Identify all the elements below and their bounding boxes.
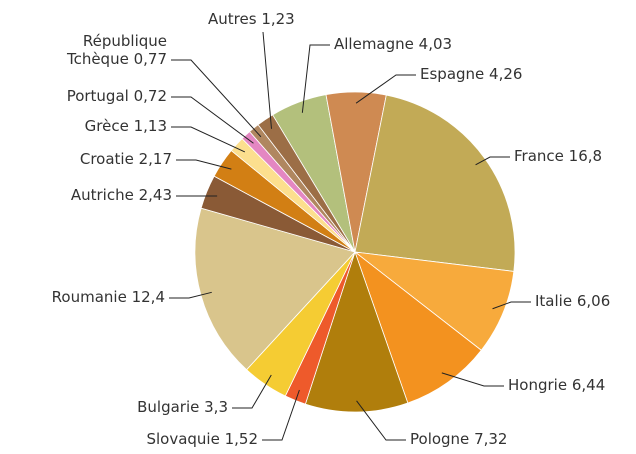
slice-label: France 16,8 bbox=[514, 147, 602, 165]
leader-line bbox=[169, 291, 212, 299]
pie-slice bbox=[304, 250, 409, 413]
slice-label: Hongrie 6,44 bbox=[508, 376, 605, 394]
category-name: Autriche bbox=[70, 186, 134, 204]
pie-slice bbox=[354, 94, 516, 272]
value-label: 1,52 bbox=[224, 430, 258, 448]
category-name: Hongrie bbox=[508, 376, 568, 394]
category-name: Slovaquie bbox=[146, 430, 220, 448]
leader-line bbox=[492, 301, 531, 310]
pie-slice bbox=[354, 250, 482, 404]
value-label: 0,72 bbox=[133, 87, 167, 105]
slice-label: République Tchèque 0,77 bbox=[17, 32, 167, 68]
slice-label: Portugal 0,72 bbox=[67, 87, 167, 105]
value-label: 1,13 bbox=[133, 117, 167, 135]
category-name: Roumanie bbox=[51, 288, 127, 306]
value-label: 0,77 bbox=[133, 50, 167, 68]
value-label: 4,03 bbox=[418, 35, 453, 53]
slice-label: Roumanie 12,4 bbox=[52, 288, 165, 306]
category-name: République Tchèque bbox=[66, 32, 167, 68]
category-name: Autres bbox=[208, 10, 257, 28]
value-label: 6,06 bbox=[576, 292, 611, 310]
category-name: Espagne bbox=[420, 65, 485, 83]
leader-line bbox=[441, 372, 504, 387]
value-label: 3,3 bbox=[204, 398, 228, 416]
leader-line bbox=[232, 374, 272, 409]
value-label: 7,32 bbox=[474, 430, 508, 448]
category-name: France bbox=[514, 147, 564, 165]
slice-label: Slovaquie 1,52 bbox=[146, 430, 258, 448]
value-label: 1,23 bbox=[261, 10, 295, 28]
slice-label: Bulgarie 3,3 bbox=[137, 398, 228, 416]
pie-slice bbox=[353, 251, 515, 351]
leader-line bbox=[176, 159, 232, 170]
category-name: Italie bbox=[535, 292, 573, 310]
value-label: 12,4 bbox=[131, 288, 165, 306]
category-name: Portugal bbox=[66, 87, 129, 105]
slice-label: Espagne 4,26 bbox=[420, 65, 522, 83]
slice-label: Autriche 2,43 bbox=[71, 186, 172, 204]
pie-slice bbox=[257, 114, 356, 253]
leader-line bbox=[355, 74, 416, 104]
category-name: Pologne bbox=[410, 430, 470, 448]
leader-line bbox=[356, 400, 406, 441]
value-label: 16,8 bbox=[568, 147, 603, 165]
leader-line bbox=[171, 59, 262, 138]
category-name: Grèce bbox=[84, 117, 129, 135]
leader-line bbox=[475, 156, 510, 166]
slice-label: Autres 1,23 bbox=[208, 10, 295, 28]
slice-label: Croatie 2,17 bbox=[80, 150, 172, 168]
slice-label: Grèce 1,13 bbox=[85, 117, 167, 135]
leader-line bbox=[171, 126, 246, 153]
category-name: Croatie bbox=[79, 150, 134, 168]
slice-label: Pologne 7,32 bbox=[410, 430, 507, 448]
category-name: Allemagne bbox=[334, 35, 414, 53]
value-label: 6,44 bbox=[571, 376, 606, 394]
slice-label: Italie 6,06 bbox=[535, 292, 610, 310]
category-name: Bulgarie bbox=[137, 398, 200, 416]
value-label: 4,26 bbox=[489, 65, 523, 83]
slice-label: Allemagne 4,03 bbox=[334, 35, 452, 53]
leader-line bbox=[301, 44, 330, 113]
leader-line bbox=[171, 96, 254, 144]
leader-line bbox=[262, 31, 272, 129]
leader-line bbox=[262, 389, 300, 441]
value-label: 2,43 bbox=[138, 186, 172, 204]
value-label: 2,17 bbox=[138, 150, 172, 168]
